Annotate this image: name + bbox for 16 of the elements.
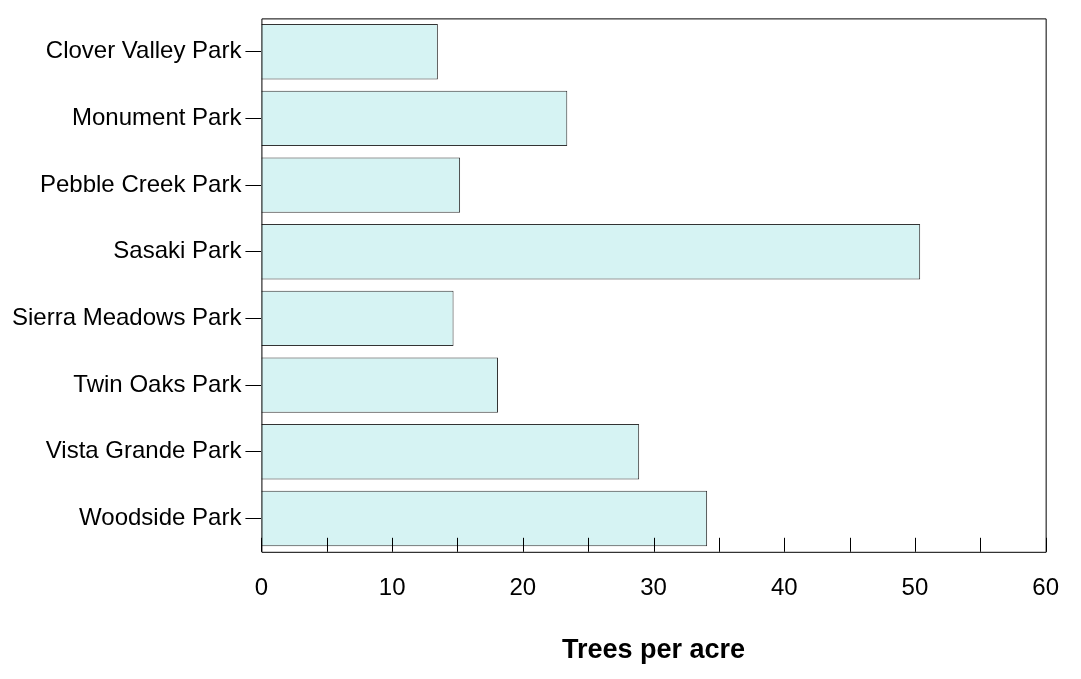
y-tick-label: Clover Valley Park [45, 36, 243, 64]
y-tick-label: Sierra Meadows Park [12, 303, 243, 331]
x-tick-label: 10 [378, 572, 406, 600]
y-tick-label: Twin Oaks Park [73, 369, 243, 397]
x-tick-label: 20 [509, 572, 537, 600]
x-tick-label: 40 [770, 572, 798, 600]
x-tick-label: 50 [901, 572, 929, 600]
y-tick-label: Woodside Park [79, 503, 243, 531]
x-axis-title: Trees per acre [561, 634, 746, 665]
y-tick-label: Vista Grande Park [45, 436, 243, 464]
x-tick-label: 30 [640, 572, 667, 600]
x-tick-label: 0 [254, 572, 269, 600]
x-tick-label: 60 [1032, 572, 1059, 600]
y-tick-label: Sasaki Park [113, 236, 243, 264]
y-tick-label: Pebble Creek Park [39, 169, 243, 197]
y-tick-label: Monument Park [72, 103, 243, 131]
